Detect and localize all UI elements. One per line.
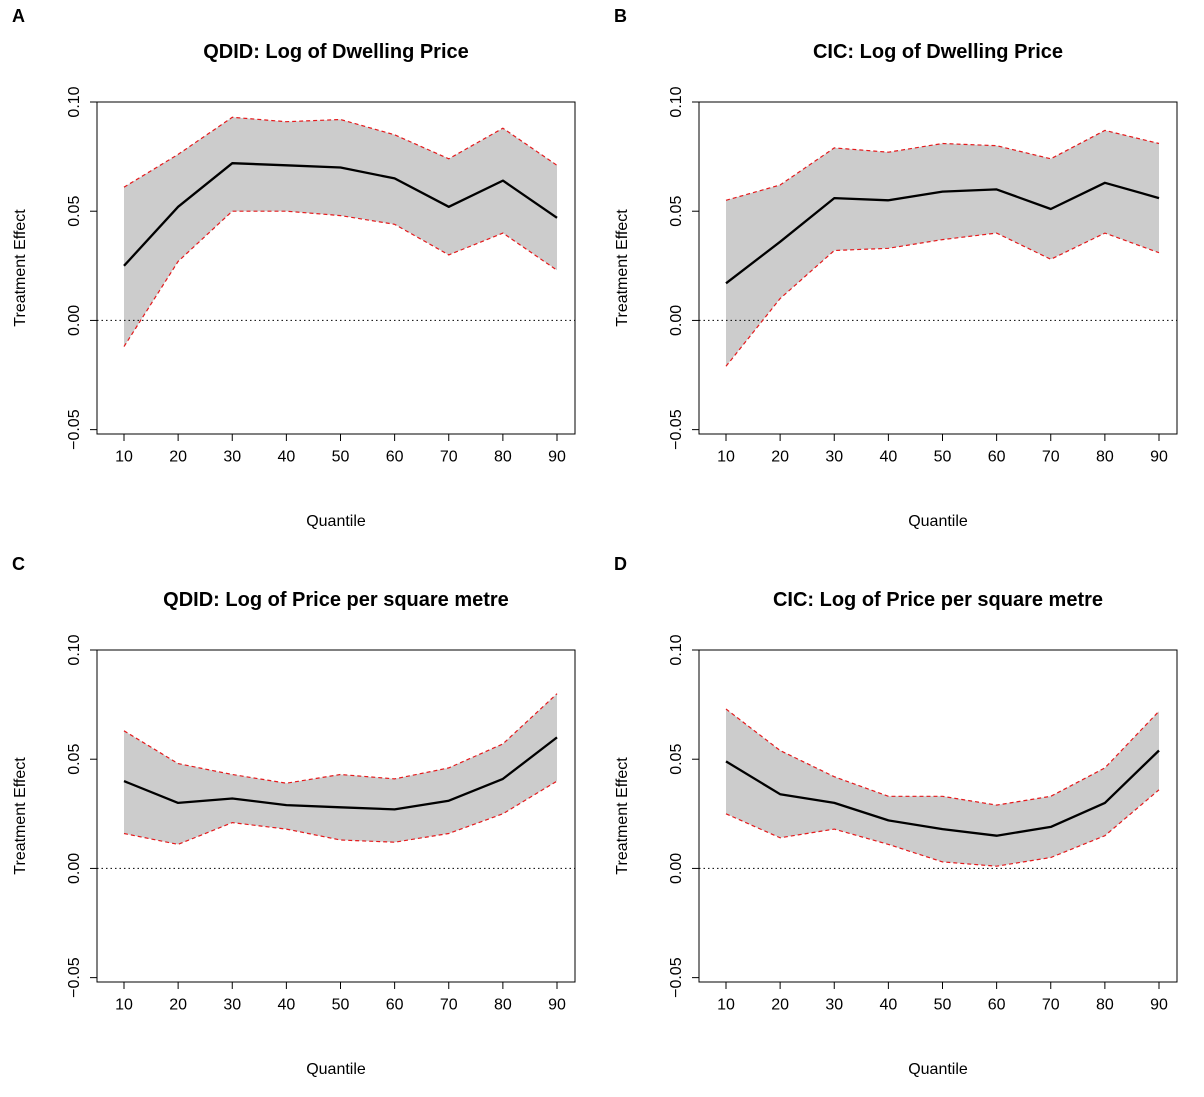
x-axis-label: Quantile (908, 513, 968, 530)
chart-panel-a: A 10 20 30 40 50 60 70 80 90 −0.05 0.00 0.05 0.10 QDI… (0, 0, 602, 548)
chart-title: CIC: Log of Dwelling Price (813, 41, 1063, 63)
y-tick-label: 0.00 (668, 305, 685, 336)
y-tick-label: −0.05 (668, 957, 685, 998)
panel-label: A (12, 6, 25, 26)
x-tick-label: 10 (717, 448, 735, 465)
lower-band-line (123, 210, 558, 347)
x-tick-label: 40 (879, 996, 897, 1013)
x-tick-label: 30 (223, 448, 241, 465)
x-tick-label: 60 (386, 448, 404, 465)
chart-panel-c: C 10 20 30 40 50 60 70 80 90 −0.05 0.00 0.05 0.10 QDI… (0, 548, 602, 1096)
chart-title: QDID: Log of Dwelling Price (203, 41, 469, 63)
chart-title: QDID: Log of Price per square metre (163, 589, 509, 611)
y-axis-label: Treatment Effect (12, 209, 29, 327)
x-tick-label: 90 (548, 996, 566, 1013)
confidence-band (726, 130, 1159, 367)
estimate-line (123, 162, 558, 267)
y-tick-label: 0.10 (668, 634, 685, 665)
x-tick-label: 70 (440, 996, 458, 1013)
x-axis-label: Quantile (306, 513, 366, 530)
chart-svg: 10 20 30 40 50 60 70 80 90 −0.05 0.00 0.05 0.10 QDID:… (12, 41, 576, 530)
chart-title: CIC: Log of Price per square metre (773, 589, 1103, 611)
x-tick-label: 50 (934, 996, 952, 1013)
panel-label: D (614, 554, 627, 574)
y-tick-label: 0.00 (66, 853, 83, 884)
x-tick-label: 40 (277, 996, 295, 1013)
y-tick-label: −0.05 (66, 409, 83, 450)
lower-band-line (725, 232, 1160, 367)
y-tick-label: −0.05 (668, 409, 685, 450)
x-tick-label: 80 (1096, 996, 1114, 1013)
x-tick-label: 50 (332, 448, 350, 465)
x-tick-label: 80 (494, 996, 512, 1013)
x-tick-label: 70 (1042, 996, 1060, 1013)
y-tick-label: 0.05 (66, 196, 83, 227)
x-tick-label: 10 (717, 996, 735, 1013)
x-tick-label: 60 (386, 996, 404, 1013)
x-tick-label: 40 (277, 448, 295, 465)
x-tick-label: 70 (440, 448, 458, 465)
x-tick-label: 70 (1042, 448, 1060, 465)
x-tick-label: 20 (771, 996, 789, 1013)
x-tick-label: 20 (169, 448, 187, 465)
confidence-band (124, 117, 557, 347)
x-tick-label: 90 (1150, 996, 1168, 1013)
y-tick-label: 0.10 (66, 86, 83, 117)
estimate-line (725, 749, 1160, 837)
y-tick-label: 0.10 (668, 86, 685, 117)
y-tick-label: 0.00 (668, 853, 685, 884)
x-tick-label: 20 (771, 448, 789, 465)
panel-label: B (614, 6, 627, 26)
x-tick-label: 10 (115, 996, 133, 1013)
x-tick-label: 60 (988, 996, 1006, 1013)
confidence-band (726, 709, 1159, 867)
x-tick-label: 80 (1096, 448, 1114, 465)
chart-panel-d: D 10 20 30 40 50 60 70 80 90 −0.05 0.00 0.05 0.10 CIC… (602, 548, 1204, 1096)
x-tick-label: 90 (548, 448, 566, 465)
x-tick-label: 20 (169, 996, 187, 1013)
y-axis-label: Treatment Effect (614, 209, 631, 327)
x-axis-label: Quantile (908, 1061, 968, 1078)
estimate-line (725, 181, 1160, 285)
x-tick-label: 80 (494, 448, 512, 465)
estimate-line (123, 736, 558, 811)
y-axis-label: Treatment Effect (614, 757, 631, 875)
y-tick-label: 0.05 (66, 744, 83, 775)
y-tick-label: 0.00 (66, 305, 83, 336)
upper-band-line (123, 116, 558, 188)
y-tick-label: 0.05 (668, 196, 685, 227)
lower-band-line (725, 789, 1160, 867)
chart-svg: 10 20 30 40 50 60 70 80 90 −0.05 0.00 0.05 0.10 CIC: … (614, 589, 1178, 1078)
x-tick-label: 30 (825, 448, 843, 465)
chart-svg: 10 20 30 40 50 60 70 80 90 −0.05 0.00 0.05 0.10 QDID:… (12, 589, 576, 1078)
x-tick-label: 30 (223, 996, 241, 1013)
panel-label: C (12, 554, 25, 574)
y-tick-label: 0.10 (66, 634, 83, 665)
upper-band-line (725, 129, 1160, 201)
x-tick-label: 10 (115, 448, 133, 465)
y-tick-label: −0.05 (66, 957, 83, 998)
x-tick-label: 30 (825, 996, 843, 1013)
chart-panel-b: B 10 20 30 40 50 60 70 80 90 −0.05 0.00 0.05 0.10 CIC… (602, 0, 1204, 548)
x-tick-label: 60 (988, 448, 1006, 465)
chart-svg: 10 20 30 40 50 60 70 80 90 −0.05 0.00 0.05 0.10 CIC: … (614, 41, 1178, 530)
x-tick-label: 50 (332, 996, 350, 1013)
y-tick-label: 0.05 (668, 744, 685, 775)
x-tick-label: 50 (934, 448, 952, 465)
y-axis-label: Treatment Effect (12, 757, 29, 875)
upper-band-line (725, 708, 1160, 806)
x-tick-label: 40 (879, 448, 897, 465)
x-axis-label: Quantile (306, 1061, 366, 1078)
confidence-band (124, 693, 557, 845)
x-tick-label: 90 (1150, 448, 1168, 465)
